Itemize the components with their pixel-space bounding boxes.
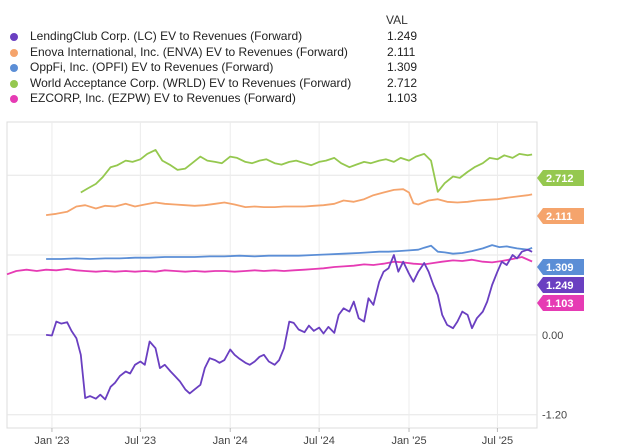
value-flag-bg [537, 208, 584, 224]
series-line-3 [80, 149, 533, 194]
series-line-4 [6, 256, 533, 276]
legend-item-ezpw[interactable]: EZCORP, Inc. (EZPW) EV to Revenues (Forw… [10, 91, 430, 107]
legend-name-ezpw: EZCORP, Inc. (EZPW) EV to Revenues (Forw… [30, 91, 296, 105]
chart-legend: VAL LendingClub Corp. (LC) EV to Revenue… [0, 0, 632, 115]
legend-name-wrld: World Acceptance Corp. (WRLD) EV to Reve… [30, 76, 352, 90]
value-flag-3: 2.712 [537, 170, 584, 186]
x-tick-label: Jul '25 [482, 435, 513, 447]
value-flag-label: 2.712 [546, 173, 574, 185]
x-tick-label: Jul '23 [125, 435, 156, 447]
value-flag-bg [537, 170, 584, 186]
value-flag-bg [537, 277, 584, 293]
value-flag-label: 1.309 [546, 262, 574, 274]
legend-item-wrld[interactable]: World Acceptance Corp. (WRLD) EV to Reve… [10, 76, 430, 92]
legend-item-opfi[interactable]: OppFi, Inc. (OPFI) EV to Revenues (Forwa… [10, 60, 430, 76]
value-flag-2: 1.309 [537, 259, 584, 275]
y-tick-label: -1.20 [542, 410, 567, 422]
value-flag-bg [537, 259, 584, 275]
series-line-1 [45, 188, 533, 216]
value-flag-label: 1.103 [546, 298, 574, 310]
legend-dot-lc [10, 33, 18, 41]
legend-value-opfi: 1.309 [387, 60, 418, 74]
legend-value-enva: 2.111 [387, 45, 416, 59]
legend-value-header: VAL [386, 13, 408, 27]
legend-item-lc[interactable]: LendingClub Corp. (LC) EV to Revenues (F… [10, 29, 430, 45]
legend-value-wrld: 2.712 [387, 76, 418, 90]
plot-area [6, 121, 538, 429]
x-tick-label: Jan '23 [34, 435, 69, 447]
value-flag-0: 1.249 [537, 277, 584, 293]
x-tick-label: Jul '24 [303, 435, 334, 447]
legend-item-enva[interactable]: Enova International, Inc. (ENVA) EV to R… [10, 45, 430, 61]
value-flag-label: 1.249 [546, 280, 574, 292]
legend-dot-wrld [10, 80, 18, 88]
x-tick-label: Jan '24 [213, 435, 248, 447]
series-line-2 [46, 244, 533, 260]
legend-dot-opfi [10, 64, 18, 72]
value-flag-1: 2.111 [537, 208, 584, 224]
legend-dot-ezpw [10, 95, 18, 103]
value-flag-bg [537, 295, 584, 311]
legend-dot-enva [10, 49, 18, 57]
x-tick-label: Jan '25 [391, 435, 426, 447]
legend-value-ezpw: 1.103 [387, 91, 418, 105]
value-flag-label: 2.111 [546, 211, 572, 223]
value-flag-4: 1.103 [537, 295, 584, 311]
legend-value-lc: 1.249 [387, 29, 418, 43]
legend-name-lc: LendingClub Corp. (LC) EV to Revenues (F… [30, 29, 303, 43]
legend-name-opfi: OppFi, Inc. (OPFI) EV to Revenues (Forwa… [30, 60, 274, 74]
y-tick-label: 0.00 [542, 330, 563, 342]
series-line-0 [46, 248, 533, 401]
legend-name-enva: Enova International, Inc. (ENVA) EV to R… [30, 45, 348, 59]
